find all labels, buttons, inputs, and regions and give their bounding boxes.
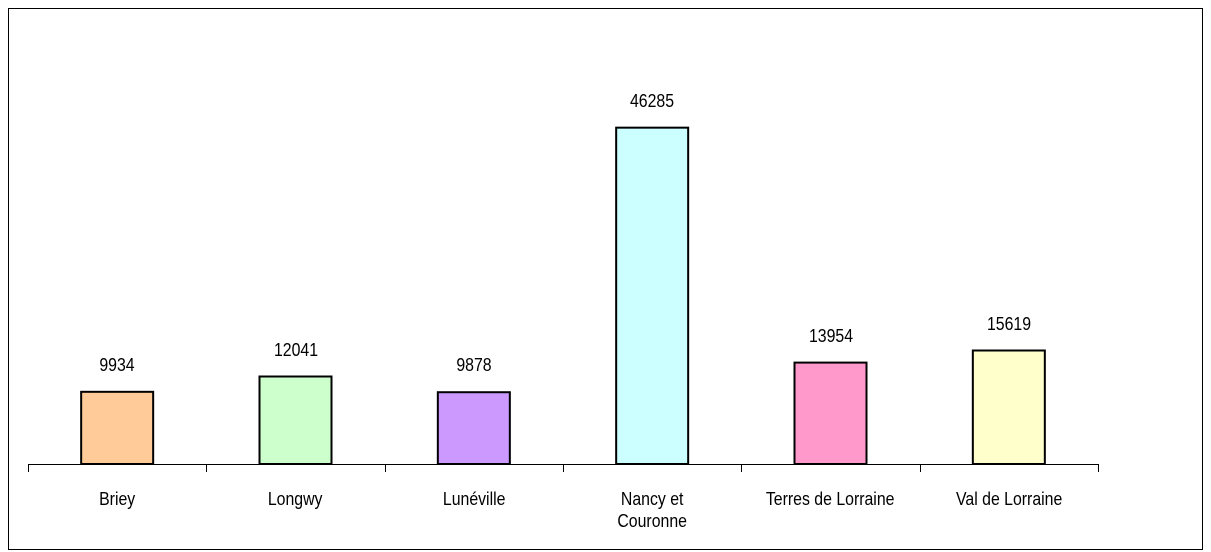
x-tick-label: Terres de Lorraine (766, 489, 895, 509)
value-label: 46285 (630, 90, 675, 111)
x-tick-label: Nancy et Couronne (617, 489, 687, 531)
value-label: 13954 (808, 325, 853, 346)
bar (615, 126, 690, 466)
bar (80, 390, 155, 465)
x-tick-label: Longwy (268, 489, 323, 509)
x-tick-label: Val de Lorraine (955, 489, 1062, 509)
bar (258, 375, 333, 466)
value-label: 12041 (273, 339, 318, 360)
bar (793, 361, 868, 465)
bar (971, 349, 1046, 465)
bar (436, 391, 511, 466)
value-label: 15619 (986, 313, 1031, 334)
x-tick-label: Briey (99, 489, 136, 509)
value-label: 9878 (456, 355, 492, 376)
x-tick-label: Lunéville (442, 489, 506, 509)
value-label: 9934 (99, 354, 135, 375)
